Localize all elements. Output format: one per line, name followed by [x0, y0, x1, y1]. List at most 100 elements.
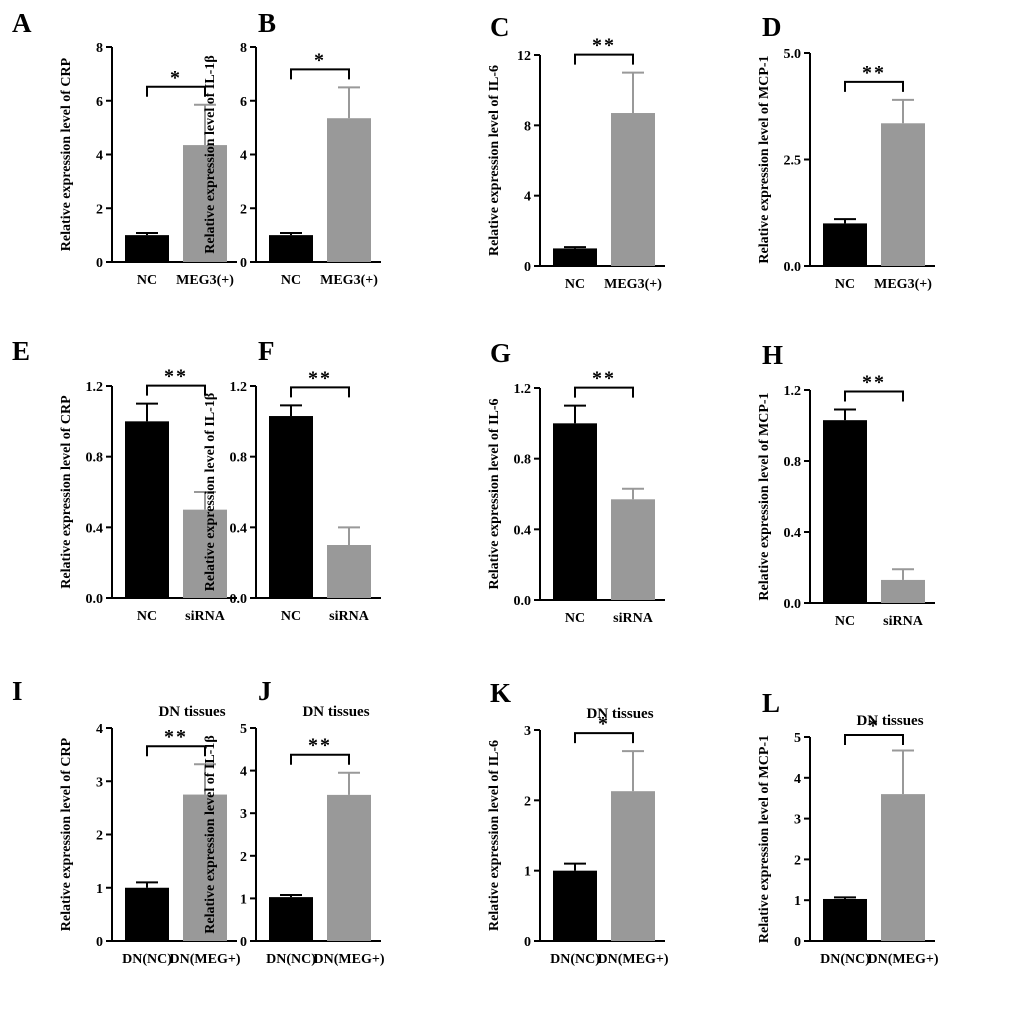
significance-bracket [844, 734, 904, 745]
y-tick-label: 3 [524, 724, 531, 739]
chart-title: DN tissues [856, 713, 923, 729]
bar-control [823, 223, 867, 266]
y-tick-label: 1.2 [514, 382, 532, 397]
y-tick-label: 3 [240, 807, 247, 822]
y-tick-label: 3 [794, 813, 801, 828]
y-tick-label: 5 [240, 722, 247, 737]
y-tick-label: 0 [240, 935, 247, 950]
y-tick-label: 5 [794, 731, 801, 746]
bar-control [125, 887, 169, 941]
panel-letter: B [258, 8, 276, 38]
y-tick-label: 6 [96, 95, 103, 110]
bar-treatment [327, 545, 371, 598]
chart-panel-h: H 0.0 0.4 0.8 1.2 Relative expression level o… [757, 340, 935, 629]
bar-control [553, 870, 597, 941]
chart-title: DN tissues [302, 704, 369, 720]
significance-marker: ** [308, 367, 332, 389]
chart-title: DN tissues [586, 706, 653, 722]
y-tick-label: 2 [240, 202, 247, 217]
panel-letter: I [12, 676, 23, 706]
y-tick-label: 4 [240, 149, 247, 164]
panel-letter: G [490, 338, 511, 368]
chart-panel-a: A 0 2 4 6 8 Relative expression level of CRP NC… [12, 8, 237, 288]
x-tick-label: NC [281, 609, 301, 624]
significance-bracket [290, 68, 350, 80]
y-axis-label: Relative expression level of CRP [59, 737, 74, 931]
significance-marker: ** [592, 368, 616, 390]
bar-control [823, 898, 867, 941]
significance-marker: ** [592, 35, 616, 57]
bar-treatment [183, 794, 227, 941]
bar-control [269, 897, 313, 941]
panel-letter: F [258, 336, 275, 366]
chart-title: DN tissues [158, 704, 225, 720]
x-tick-label: DN(MEG+) [170, 952, 241, 967]
panel-letter: K [490, 678, 511, 708]
y-tick-label: 8 [240, 41, 247, 56]
significance-bracket [146, 384, 206, 396]
y-tick-label: 1 [794, 894, 801, 909]
bar-control [823, 420, 867, 603]
x-tick-label: DN(MEG+) [598, 952, 669, 967]
y-tick-label: 2 [794, 853, 801, 868]
y-axis-label: Relative expression level of IL-1β [203, 55, 218, 253]
significance-bracket [574, 386, 634, 398]
significance-marker: ** [308, 735, 332, 757]
y-tick-label: 2 [96, 202, 103, 217]
x-tick-label: DN(MEG+) [314, 952, 385, 967]
y-tick-label: 1.2 [230, 380, 248, 395]
y-tick-label: 4 [240, 765, 247, 780]
bar-control [125, 421, 169, 598]
significance-marker: * [868, 715, 880, 737]
bar-control [269, 235, 313, 262]
significance-marker: ** [862, 372, 886, 394]
y-tick-label: 2 [96, 829, 103, 844]
chart-panel-j: J DN tissues 0 1 2 3 4 5 Relative expression lev… [203, 676, 385, 967]
y-tick-label: 3 [96, 775, 103, 790]
y-axis-label: Relative expression level of IL-6 [487, 65, 502, 256]
panel-letter: C [490, 12, 510, 42]
bar-treatment [611, 499, 655, 600]
y-tick-label: 0 [240, 256, 247, 271]
bar-treatment [881, 123, 925, 266]
bar-control [553, 248, 597, 266]
y-tick-label: 0.0 [784, 597, 802, 612]
significance-marker: * [314, 49, 326, 71]
x-tick-label: NC [281, 273, 301, 288]
significance-marker: ** [862, 62, 886, 84]
panel-letter: L [762, 688, 780, 718]
y-tick-label: 4 [794, 772, 801, 787]
bar-treatment [611, 113, 655, 267]
y-tick-label: 0.0 [230, 592, 248, 607]
chart-panel-b: B 0 2 4 6 8 Relative expression level of IL-1β… [203, 8, 381, 288]
x-tick-label: DN(MEG+) [868, 952, 939, 967]
bar-control [125, 235, 169, 262]
panel-letter: E [12, 336, 30, 366]
x-tick-label: NC [137, 609, 157, 624]
significance-bracket [290, 753, 350, 765]
y-tick-label: 8 [524, 119, 531, 134]
chart-panel-e: E 0.0 0.4 0.8 1.2 Relative expression level o… [12, 336, 237, 624]
bar-treatment [183, 145, 227, 262]
chart-panel-k: K DN tissues 0 1 2 3 Relative expression level… [487, 678, 669, 967]
y-tick-label: 0.8 [514, 453, 532, 468]
y-tick-label: 0 [524, 260, 531, 275]
panel-letter: A [12, 8, 32, 38]
bar-treatment [881, 579, 925, 603]
chart-panel-i: I DN tissues 0 1 2 3 4 Relative expression leve… [12, 676, 241, 967]
x-tick-label: NC [835, 277, 855, 292]
panel-letter: H [762, 340, 783, 370]
chart-panel-f: F 0.0 0.4 0.8 1.2 Relative expression level o… [203, 336, 381, 624]
x-tick-label: MEG3(+) [604, 277, 662, 292]
y-tick-label: 2 [240, 850, 247, 865]
significance-bracket [290, 386, 350, 398]
y-tick-label: 5.0 [784, 47, 802, 62]
bar-treatment [327, 794, 371, 941]
x-tick-label: siRNA [613, 611, 654, 626]
significance-marker: ** [164, 366, 188, 388]
significance-bracket [574, 732, 634, 744]
y-tick-label: 0 [96, 256, 103, 271]
y-tick-label: 0.4 [86, 521, 104, 536]
significance-bracket [844, 80, 904, 92]
